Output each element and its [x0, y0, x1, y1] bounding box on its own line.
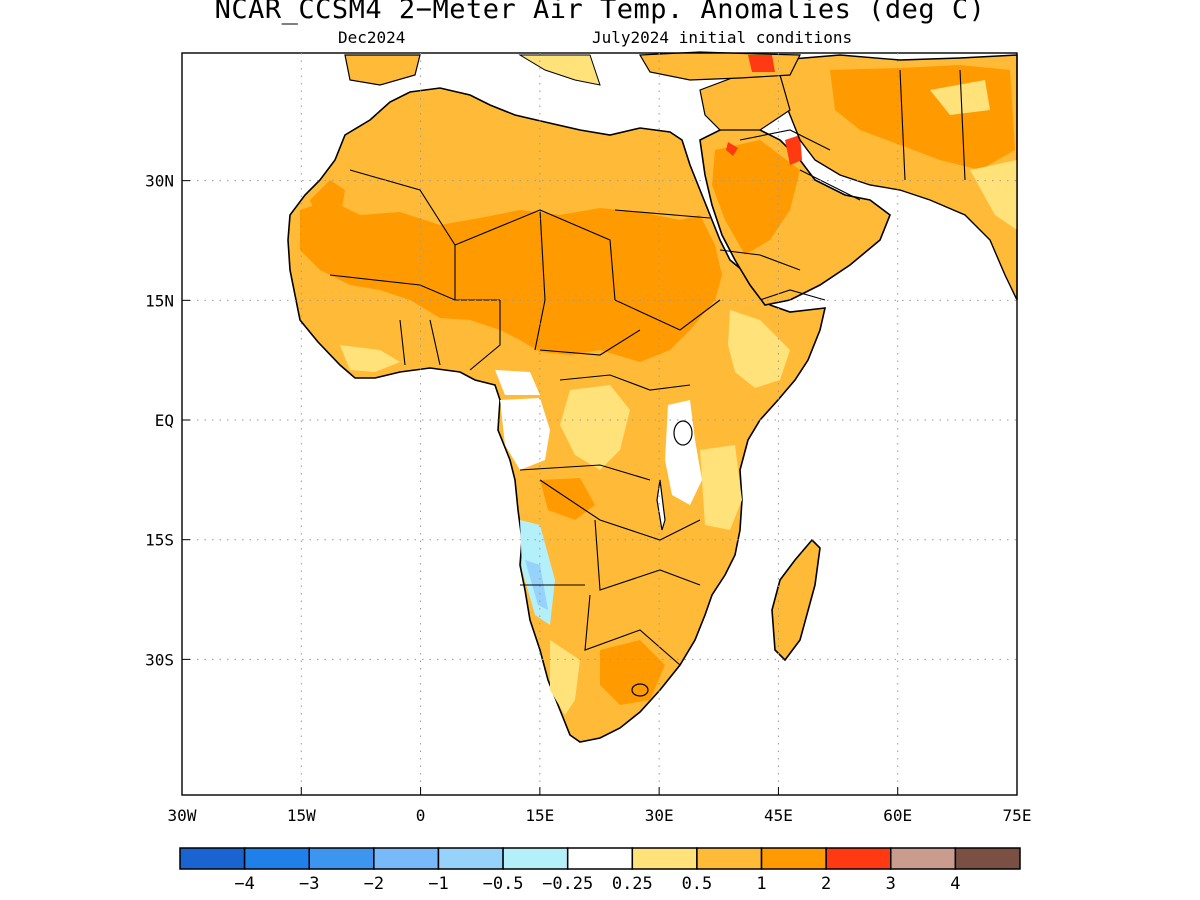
- colorbar-label: 2: [821, 874, 831, 894]
- lat-tick-label: 15N: [145, 291, 174, 310]
- lakes: [631, 420, 693, 697]
- sinai-hot: [726, 142, 738, 156]
- west-sahara-patch: [310, 180, 345, 225]
- turkey-land: [638, 51, 801, 81]
- lat-tick-label: EQ: [155, 411, 174, 430]
- angola-dark: [540, 478, 595, 520]
- chart-title: NCAR_CCSM4 2−Meter Air Temp. Anomalies (…: [214, 0, 986, 25]
- colorbar-label: −2: [364, 874, 384, 894]
- central-light: [560, 385, 630, 470]
- colorbar-label: −3: [299, 874, 319, 894]
- italy-greece-land: [518, 54, 601, 86]
- initial-conditions: July2024 initial conditions: [592, 28, 853, 47]
- lat-tick-label: 30S: [145, 650, 174, 669]
- forecast-month: Dec2024: [338, 28, 406, 47]
- colorbar-label: 4: [950, 874, 960, 894]
- lat-tick-label: 30N: [145, 172, 174, 191]
- colorbar: −4 −3 −2 −1 −0.5 −0.25 0.25 0.5 1 2 3 4: [179, 847, 1021, 894]
- lon-tick-labels: 30W 15W 0 15E 30E 45E 60E 75E: [168, 787, 1032, 825]
- country-borders: [329, 69, 966, 666]
- great-lakes-white: [665, 400, 702, 505]
- lon-tick-label: 60E: [883, 806, 912, 825]
- colorbar-swatch: [373, 847, 440, 870]
- colorbar-label: 0.5: [682, 874, 713, 894]
- ethiopia-light: [728, 310, 790, 388]
- colorbar-swatch: [760, 847, 827, 870]
- map-frame: [181, 52, 1018, 796]
- lon-tick-label: 15W: [287, 806, 316, 825]
- lat-tick-labels: 30N 15N EQ 15S 30S: [145, 172, 190, 669]
- east-light: [700, 445, 742, 530]
- lon-tick-label: 15E: [525, 806, 554, 825]
- colorbar-label: −0.5: [483, 874, 524, 894]
- colorbar-swatch: [631, 847, 698, 870]
- land-shading: [287, 51, 1018, 743]
- lon-tick-label: 0: [416, 806, 426, 825]
- colorbar-label: 0.25: [612, 874, 653, 894]
- south-africa-dark: [600, 640, 665, 705]
- sahara-band: [300, 200, 722, 362]
- colorbar-swatch: [502, 847, 569, 870]
- gulf-guinea-white: [495, 370, 540, 395]
- lon-tick-label: 45E: [764, 806, 793, 825]
- colorbar-boxes: [179, 847, 1021, 870]
- congo-white: [500, 398, 550, 470]
- colorbar-label: −1: [428, 874, 448, 894]
- west-coast-light: [340, 345, 400, 372]
- iraq-hot: [785, 135, 802, 165]
- lon-tick-label: 75E: [1003, 806, 1032, 825]
- india-light: [970, 160, 1017, 230]
- lat-tick-label: 15S: [145, 531, 174, 550]
- southern-africa-light: [550, 640, 580, 715]
- colorbar-label: 3: [886, 874, 896, 894]
- caucasus-hot: [748, 55, 775, 72]
- iberia-land: [344, 54, 421, 86]
- lon-tick-label: 30E: [645, 806, 674, 825]
- colorbar-swatch: [890, 847, 957, 870]
- colorbar-swatch: [825, 847, 892, 870]
- colorbar-label: 1: [756, 874, 766, 894]
- colorbar-label: −4: [234, 874, 254, 894]
- colorbar-swatch: [308, 847, 375, 870]
- afghan-light: [930, 80, 990, 115]
- colorbar-labels: −4 −3 −2 −1 −0.5 −0.25 0.25 0.5 1 2 3 4: [234, 874, 960, 894]
- levant-land: [699, 74, 791, 131]
- colorbar-swatch: [696, 847, 763, 870]
- colorbar-swatch: [243, 847, 310, 870]
- colorbar-swatch: [437, 847, 504, 870]
- colorbar-swatch: [954, 847, 1021, 870]
- lon-tick-label: 30W: [168, 806, 197, 825]
- colorbar-swatch: [566, 847, 634, 870]
- colorbar-label: −0.25: [542, 874, 593, 894]
- colorbar-swatch: [179, 847, 246, 870]
- madagascar: [771, 538, 821, 662]
